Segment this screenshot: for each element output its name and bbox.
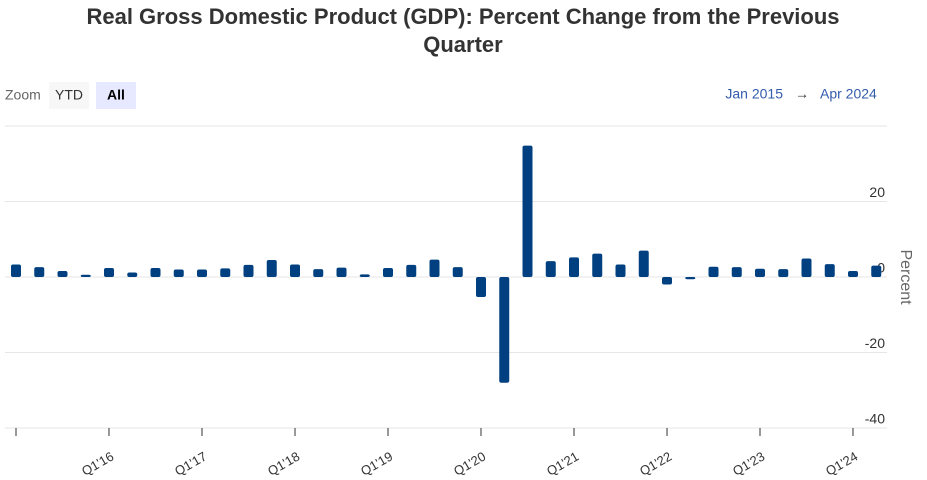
bar — [755, 268, 765, 277]
x-tick-label: Q1'17 — [172, 449, 209, 479]
x-tick-label: Q1'19 — [358, 449, 395, 479]
zoom-button-label[interactable]: All — [107, 87, 125, 103]
bar — [871, 265, 882, 277]
x-tick-label: Q1'23 — [730, 449, 767, 479]
bar — [452, 267, 463, 277]
bar — [383, 267, 393, 277]
bar — [429, 259, 440, 277]
bar — [104, 267, 114, 277]
bar — [127, 272, 138, 277]
x-tick-label: Q1'21 — [544, 449, 581, 479]
bar — [848, 270, 858, 277]
bar — [290, 264, 300, 277]
zoom-label: Zoom — [5, 87, 41, 103]
y-tick-label: 20 — [869, 184, 885, 200]
bar — [801, 258, 812, 277]
bar — [336, 267, 347, 277]
zoom-button-label[interactable]: YTD — [55, 87, 83, 103]
bar — [708, 266, 719, 277]
bar — [243, 264, 254, 277]
range-from[interactable]: Jan 2015 — [725, 86, 783, 102]
bar — [499, 277, 510, 383]
y-tick-label: -40 — [865, 411, 885, 427]
bar — [615, 264, 626, 277]
zoom-button[interactable] — [49, 82, 89, 109]
bar — [824, 264, 835, 277]
bar — [57, 270, 68, 277]
bar — [778, 269, 789, 277]
x-tick-label: Q1'16 — [79, 449, 116, 479]
bar — [545, 261, 556, 277]
range-to[interactable]: Apr 2024 — [820, 86, 877, 102]
x-tick-label: Q1'24 — [823, 449, 860, 479]
bar — [662, 277, 672, 285]
bar — [150, 267, 161, 277]
x-tick-label: Q1'22 — [637, 449, 674, 479]
bar — [476, 277, 486, 298]
bar — [638, 250, 649, 277]
zoom-button-active[interactable] — [96, 82, 136, 109]
bar — [406, 264, 417, 277]
range-arrow: → — [795, 86, 809, 102]
bar — [34, 267, 45, 277]
bar — [685, 277, 696, 280]
bar — [80, 274, 91, 277]
bar — [569, 257, 579, 277]
bar — [11, 264, 21, 277]
bar — [173, 269, 184, 277]
bar — [522, 145, 533, 277]
bar — [731, 267, 742, 277]
bar — [266, 260, 277, 277]
bar — [313, 269, 324, 277]
bar — [359, 274, 370, 277]
bar — [592, 253, 603, 277]
x-tick-label: Q1'18 — [265, 449, 302, 479]
y-tick-label: -20 — [865, 335, 885, 351]
y-axis-label: Percent — [897, 249, 914, 305]
bar — [197, 269, 207, 277]
chart-title: Real Gross Domestic Product (GDP): Perce… — [86, 4, 839, 57]
bar — [220, 268, 231, 277]
x-tick-label: Q1'20 — [451, 449, 488, 479]
